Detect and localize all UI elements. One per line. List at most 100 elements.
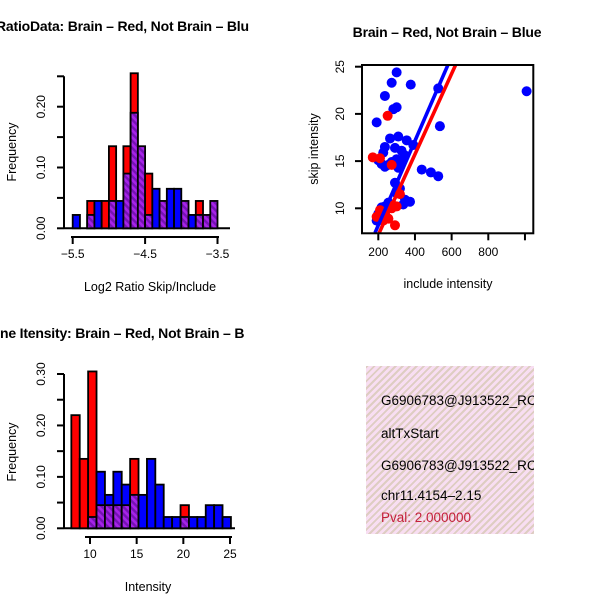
y-tick-label: 0.00	[34, 516, 48, 540]
data-point-brain-red	[389, 220, 400, 231]
log2-ratio-histogram-title: RatioData: Brain – Red, Not Brain – Blu	[0, 18, 249, 34]
hist-bar-overlap	[129, 111, 139, 230]
data-point-not-brain-blue	[433, 171, 444, 182]
gene-id-line: G6906783@J913522_RC	[381, 393, 534, 408]
x-tick-label: 800	[478, 245, 498, 259]
hist-bar	[180, 200, 190, 230]
hist-bar-overlap	[86, 214, 96, 230]
hist-bar-overlap	[104, 504, 115, 530]
data-point-brain-red	[382, 110, 393, 121]
data-point-brain-red	[386, 159, 397, 170]
event-type-line: altTxStart	[381, 426, 439, 441]
hist-bar	[146, 457, 157, 530]
hist-bar	[151, 187, 161, 230]
data-point-not-brain-blue	[379, 90, 390, 101]
data-point-not-brain-blue	[405, 79, 416, 90]
hist-bar-overlap	[129, 493, 140, 530]
data-point-not-brain-blue	[385, 133, 396, 144]
panel-log2-ratio-histogram: RatioData: Brain – Red, Not Brain – Blu …	[0, 18, 249, 294]
x-tick-label: 20	[177, 547, 191, 561]
hist-bar	[213, 504, 224, 530]
data-point-not-brain-blue	[386, 77, 397, 88]
scatter-plot: 200 400 600 800 10 15 20 25	[333, 60, 535, 259]
data-point-not-brain-blue	[434, 121, 445, 132]
hist-bar-overlap	[144, 214, 154, 230]
plot-box	[361, 64, 535, 235]
hist-bar	[204, 504, 216, 530]
scatter-xlabel: include intensity	[404, 277, 494, 291]
hist-bar	[93, 200, 103, 230]
hist-bar	[202, 214, 212, 230]
gene-info-box: G6906783@J913522_RC altTxStart G6906783@…	[366, 366, 534, 534]
hist-bar	[165, 187, 175, 230]
hist-bar-overlap	[112, 504, 123, 530]
y-tick-label: 15	[333, 154, 347, 168]
x-tick-label: 15	[130, 547, 144, 561]
scatter-title: Brain – Red, Not Brain – Blue	[353, 24, 542, 40]
hist-bar-overlap	[120, 504, 132, 530]
hist-bar	[196, 516, 207, 530]
y-tick-label: 0.10	[34, 465, 48, 489]
hist-bar-overlap	[87, 516, 98, 530]
y-tick-label: 0.00	[34, 216, 48, 240]
y-tick-label: 20	[333, 107, 347, 121]
hist-bar	[115, 200, 125, 230]
gene-id-line-2: G6906783@J913522_RC	[381, 458, 534, 473]
hist-bar	[188, 516, 199, 530]
hist-bar	[78, 457, 90, 530]
log2-ratio-histogram-xlabel: Log2 Ratio Skip/Include	[84, 280, 216, 294]
red-fit-line	[377, 65, 458, 234]
chromosome-location-line: chr11.4154–2.15	[381, 488, 482, 503]
y-tick-label: 25	[333, 60, 347, 74]
y-tick-label: 0.10	[34, 155, 48, 179]
intensity-histogram-plot: 0.00 0.10 0.20 0.30 10 15 20 25	[34, 362, 237, 561]
hist-bar	[154, 483, 165, 530]
hist-bar	[171, 516, 182, 530]
hist-bar	[162, 516, 174, 530]
scatter-ylabel: skip intensity	[307, 112, 321, 184]
y-tick-label: 10	[333, 201, 347, 215]
hist-bar-overlap	[108, 200, 118, 230]
hist-bar	[173, 187, 183, 230]
x-tick-label: −5.5	[61, 247, 85, 261]
hist-bar	[187, 214, 197, 230]
pval-line: Pval: 2.000000	[381, 510, 472, 525]
intensity-histogram-xlabel: Intensity	[125, 580, 172, 594]
data-point-not-brain-blue	[371, 117, 382, 128]
x-tick-label: 10	[83, 547, 97, 561]
hist-bar	[71, 214, 81, 230]
x-tick-label: −3.5	[206, 247, 230, 261]
hist-bar-overlap	[122, 172, 132, 230]
data-point-brain-red	[374, 153, 385, 164]
y-tick-label: 0.30	[34, 362, 48, 386]
x-tick-label: 400	[405, 245, 425, 259]
y-tick-label: 0.20	[34, 413, 48, 437]
x-tick-label: −4.5	[133, 247, 157, 261]
hist-bar	[70, 414, 81, 530]
hist-bar-overlap	[179, 516, 190, 530]
blue-fit-line	[373, 65, 450, 234]
log2-ratio-histogram-ylabel: Frequency	[5, 122, 19, 182]
y-tick-label: 0.20	[34, 95, 48, 119]
intensity-histogram-ylabel: Frequency	[5, 422, 19, 482]
log2-ratio-histogram-plot: 0.00 0.10 0.20 −5.5 −4.5 −3.5	[34, 72, 230, 261]
data-point-not-brain-blue	[391, 102, 402, 113]
panel-intensity-histogram: ne Itensity: Brain – Red, Not Brain – B …	[0, 325, 245, 594]
hist-bar	[136, 145, 147, 230]
data-point-not-brain-blue	[416, 164, 427, 175]
hist-bar	[137, 493, 148, 530]
x-tick-label: 25	[223, 547, 237, 561]
data-point-not-brain-blue	[393, 131, 404, 142]
hist-bar	[209, 200, 219, 230]
hist-bar	[221, 516, 232, 530]
x-tick-label: 600	[442, 245, 462, 259]
intensity-histogram-title: ne Itensity: Brain – Red, Not Brain – B	[0, 325, 244, 341]
hist-bar-overlap	[194, 214, 204, 230]
hist-bar	[87, 370, 98, 530]
panel-intensity-scatter: Brain – Red, Not Brain – Blue skip inten…	[307, 24, 542, 291]
hist-bar-overlap	[95, 504, 106, 530]
data-point-not-brain-blue	[521, 86, 532, 97]
x-tick-label: 200	[368, 245, 388, 259]
data-point-not-brain-blue	[396, 145, 407, 156]
